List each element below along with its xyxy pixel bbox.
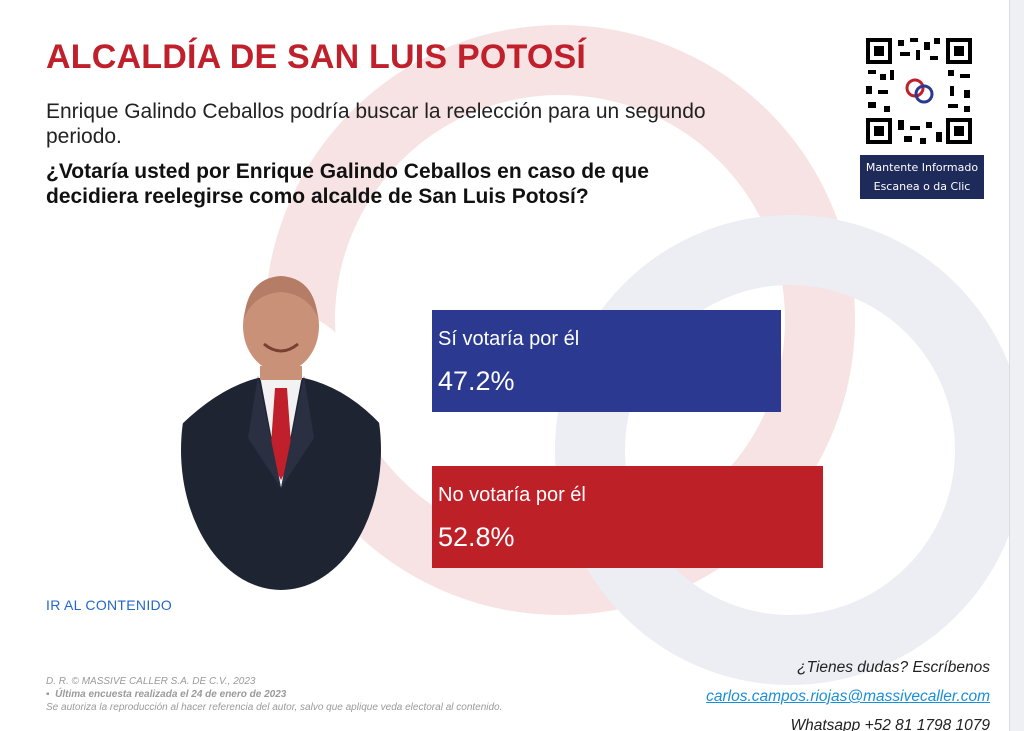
bar-value-no: 52.8%	[438, 522, 515, 552]
bar-si: Sí votaría por él 47.2%	[432, 310, 782, 412]
footer-legal: D. R. © MASSIVE CALLER S.A. DE C.V., 202…	[46, 675, 506, 714]
bar-chart: Sí votaría por él 47.2% No votaría por é…	[420, 290, 900, 590]
footer-copyright: D. R. © MASSIVE CALLER S.A. DE C.V., 202…	[46, 676, 256, 687]
bar-label-no: No votaría por él	[438, 484, 586, 506]
contact-whatsapp: Whatsapp +52 81 1798 1079	[790, 717, 990, 731]
ir-al-contenido-link[interactable]: IR AL CONTENIDO	[46, 597, 173, 613]
contact-prompt: ¿Tienes dudas? Escríbenos	[797, 659, 990, 676]
footer-survey-date: ▪ Última encuesta realizada el 24 de ene…	[46, 688, 506, 701]
poll-question: ¿Votaría usted por Enrique Galindo Cebal…	[46, 160, 649, 208]
bar-label-si: Sí votaría por él	[438, 328, 580, 350]
bullet-icon: ▪	[46, 689, 56, 700]
qr-caption-line2: Escanea o da Clic	[873, 180, 971, 193]
qr-caption[interactable]: Mantente Informado Escanea o da Clic	[860, 155, 984, 199]
bar-no: No votaría por él 52.8%	[432, 466, 823, 568]
qr-code[interactable]	[864, 36, 974, 146]
footer-contact: ¿Tienes dudas? Escríbenos carlos.campos.…	[706, 653, 990, 731]
bar-value-si: 47.2%	[438, 366, 515, 396]
page-title: ALCALDÍA DE SAN LUIS POTOSÍ	[46, 38, 586, 76]
footer-reproduction: Se autoriza la reproducción al hacer ref…	[46, 702, 503, 713]
subtitle: Enrique Galindo Ceballos podría buscar l…	[46, 100, 706, 148]
page-edge	[1009, 0, 1024, 731]
footer-survey-date-text: Última encuesta realizada el 24 de enero…	[55, 689, 287, 700]
qr-caption-line1: Mantente Informado	[865, 161, 979, 174]
candidate-photo	[181, 276, 381, 590]
contact-email-link[interactable]: carlos.campos.riojas@massivecaller.com	[706, 688, 990, 705]
